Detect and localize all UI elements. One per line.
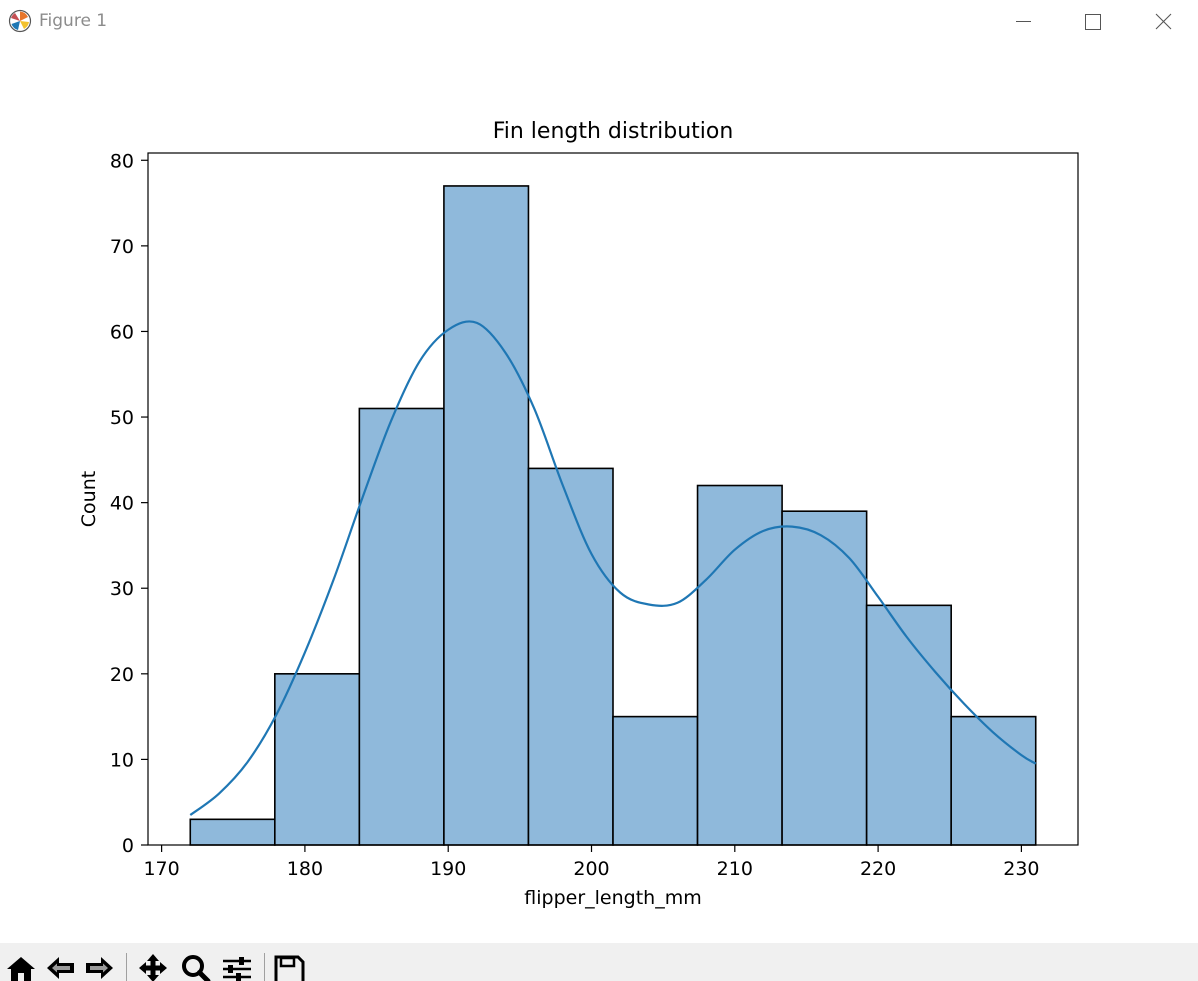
y-tick-label: 20 bbox=[110, 664, 134, 686]
y-tick-label: 0 bbox=[122, 835, 134, 857]
zoom-icon[interactable] bbox=[178, 953, 212, 981]
navigation-toolbar bbox=[0, 943, 1198, 981]
window-title: Figure 1 bbox=[39, 11, 108, 31]
close-icon[interactable] bbox=[1140, 6, 1186, 36]
matplotlib-icon bbox=[8, 9, 32, 33]
histogram-bar bbox=[781, 510, 868, 846]
y-tick-label: 10 bbox=[110, 749, 134, 771]
histogram-bar bbox=[612, 715, 699, 846]
histogram-bar bbox=[950, 715, 1037, 846]
plot-frame bbox=[147, 152, 1079, 846]
histogram-bars bbox=[189, 185, 1037, 846]
pan-icon[interactable] bbox=[136, 953, 170, 981]
x-tick-label: 170 bbox=[143, 858, 179, 880]
histogram-bar bbox=[274, 673, 361, 846]
y-tick-label: 70 bbox=[110, 236, 134, 258]
y-tick-label: 80 bbox=[110, 150, 134, 172]
histogram-chart: 170 180 190 200 210 220 230 01020304050607080 … bbox=[78, 119, 1079, 909]
histogram-bar bbox=[189, 818, 276, 846]
y-tick-label: 50 bbox=[110, 407, 134, 429]
y-tick-label: 30 bbox=[110, 578, 134, 600]
x-tick-label: 190 bbox=[430, 858, 466, 880]
y-tick-label: 40 bbox=[110, 493, 134, 515]
figure-canvas: 170 180 190 200 210 220 230 0 10 20 30 40 50 60 70 80 … bbox=[0, 42, 1198, 943]
back-arrow-icon[interactable] bbox=[44, 953, 78, 981]
x-tick-label: 230 bbox=[1003, 858, 1039, 880]
x-tick-label: 180 bbox=[287, 858, 323, 880]
histogram-bar bbox=[696, 484, 783, 846]
x-axis-label: flipper_length_mm bbox=[524, 887, 701, 909]
kde-curve bbox=[189, 320, 1037, 816]
configure-subplots-icon[interactable] bbox=[220, 953, 254, 981]
y-axis-label: Count bbox=[78, 471, 100, 527]
window-titlebar: Figure 1 bbox=[0, 0, 1198, 42]
y-axis-ticks: 0 10 20 30 40 50 60 70 80 bbox=[110, 150, 148, 857]
forward-arrow-icon[interactable] bbox=[82, 953, 116, 981]
x-axis-ticks: 170 180 190 200 210 220 230 bbox=[143, 845, 1040, 880]
toolbar-separator bbox=[264, 953, 265, 981]
y-tick-label: 60 bbox=[110, 321, 134, 343]
histogram-bar bbox=[527, 467, 614, 846]
x-tick-label: 220 bbox=[860, 858, 896, 880]
toolbar-separator bbox=[126, 953, 127, 981]
chart-title: Fin length distribution bbox=[493, 119, 734, 144]
histogram-bar bbox=[443, 185, 530, 846]
x-tick-label: 200 bbox=[573, 858, 609, 880]
x-tick-label: 210 bbox=[717, 858, 753, 880]
minimize-icon[interactable] bbox=[1000, 6, 1046, 36]
maximize-icon[interactable] bbox=[1069, 6, 1115, 36]
save-icon[interactable] bbox=[272, 953, 306, 981]
home-icon[interactable] bbox=[4, 953, 38, 981]
